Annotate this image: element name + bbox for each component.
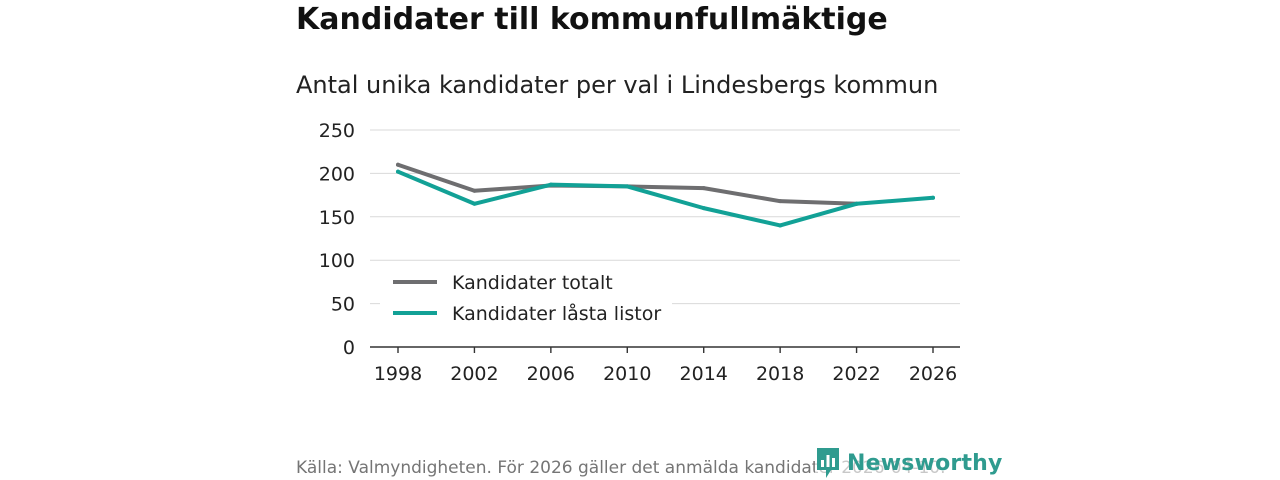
data-point [396, 169, 400, 174]
y-tick-label: 100 [319, 250, 355, 272]
data-point [778, 223, 783, 228]
legend: Kandidater totalt Kandidater låsta listor [380, 266, 672, 332]
y-tick-label: 50 [331, 294, 355, 316]
legend-label: Kandidater låsta listor [452, 302, 661, 325]
y-tick-label: 0 [343, 337, 355, 359]
x-tick-label: 2002 [450, 363, 498, 385]
x-tick-label: 2026 [909, 363, 957, 385]
y-tick-label: 250 [319, 120, 355, 142]
data-point [931, 195, 935, 200]
x-tick-label: 1998 [374, 363, 422, 385]
source-note: Källa: Valmyndigheten. För 2026 gäller d… [296, 458, 946, 478]
legend-background [380, 266, 672, 332]
chart-title: Kandidater till kommunfullmäktige [296, 2, 888, 37]
x-tick-label: 2014 [680, 363, 728, 385]
data-point [701, 186, 706, 191]
y-axis-labels: 0 50 100 150 200 250 [319, 120, 355, 359]
series-line-locked [396, 169, 935, 228]
newsworthy-brand[interactable]: Newsworthy [815, 446, 1003, 480]
data-point [778, 199, 783, 204]
x-tick-label: 2022 [832, 363, 880, 385]
data-point [625, 184, 630, 189]
brand-name: Newsworthy [847, 450, 1003, 476]
data-point [548, 182, 553, 187]
x-axis-labels: 1998 2002 2006 2010 2014 2018 2022 2026 [374, 363, 957, 385]
data-point [472, 201, 477, 206]
series-lines [396, 162, 935, 228]
x-tick-label: 2018 [756, 363, 804, 385]
y-tick-label: 200 [319, 163, 355, 185]
data-point [396, 162, 400, 167]
y-tick-label: 150 [319, 207, 355, 229]
series-line-total [396, 162, 859, 206]
x-tick-label: 2006 [527, 363, 575, 385]
data-point [854, 201, 859, 206]
x-axis [370, 346, 960, 353]
newsworthy-logo-icon [817, 448, 839, 478]
data-point [472, 188, 477, 193]
chart-subtitle: Antal unika kandidater per val i Lindesb… [296, 71, 939, 99]
data-point [701, 206, 706, 211]
legend-label: Kandidater totalt [452, 272, 613, 294]
x-tick-label: 2010 [603, 363, 651, 385]
